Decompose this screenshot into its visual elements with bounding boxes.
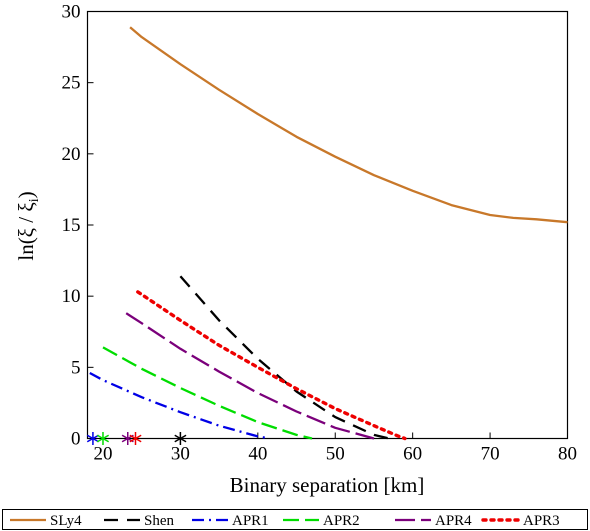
star-marker [96, 432, 110, 445]
legend-label-apr2: APR2 [323, 513, 360, 529]
legend: SLy4 Shen APR1 APR2 APR4 APR3 [10, 513, 560, 529]
x-tick-label: 40 [248, 444, 267, 465]
x-axis-label: Binary separation [km] [230, 473, 425, 497]
x-tick-label: 30 [171, 444, 190, 465]
x-tick-label: 20 [93, 444, 112, 465]
series-line-sly4 [129, 26, 568, 224]
y-tick-label: 5 [71, 357, 81, 378]
series-line-apr3 [136, 290, 407, 441]
tick-marks [87, 11, 568, 439]
series-line-apr1 [89, 371, 270, 440]
legend-label-apr3: APR3 [523, 513, 560, 529]
y-tick-label: 15 [62, 215, 81, 236]
series-line-apr4 [125, 312, 375, 440]
star-markers [86, 432, 187, 445]
x-tick-label: 80 [558, 444, 577, 465]
y-axis-label: ln(ξ / ξi) [14, 191, 42, 260]
series-line-apr2 [102, 346, 313, 440]
y-tick-label: 10 [62, 286, 81, 307]
star-marker [174, 432, 187, 445]
legend-label-sly4: SLy4 [50, 513, 82, 529]
series-lines [89, 26, 568, 441]
star-marker [86, 432, 99, 445]
star-marker [129, 432, 142, 445]
y-tick-label: 0 [71, 429, 81, 450]
series-line-shen [179, 275, 390, 440]
legend-label-shen: Shen [144, 513, 175, 529]
x-tick-label: 70 [481, 444, 500, 465]
x-tick-label: 60 [403, 444, 422, 465]
y-tick-label: 25 [62, 73, 81, 94]
y-tick-label: 30 [62, 2, 81, 23]
legend-label-apr4: APR4 [435, 513, 472, 529]
legend-label-apr1: APR1 [232, 513, 269, 529]
tick-labels: 20 30 40 50 60 70 80 0 5 10 15 20 25 30 [62, 2, 578, 465]
plot-frame [86, 10, 569, 440]
y-tick-label: 20 [62, 144, 81, 165]
x-tick-label: 50 [326, 444, 345, 465]
